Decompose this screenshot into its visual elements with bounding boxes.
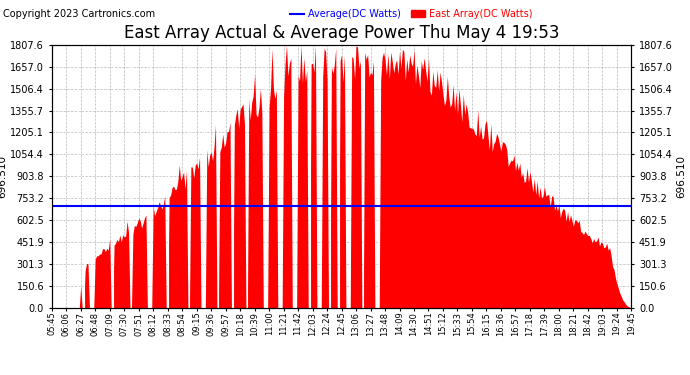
Y-axis label: 696.510: 696.510 — [676, 155, 686, 198]
Y-axis label: 696.510: 696.510 — [0, 155, 8, 198]
Text: Copyright 2023 Cartronics.com: Copyright 2023 Cartronics.com — [3, 9, 155, 20]
Title: East Array Actual & Average Power Thu May 4 19:53: East Array Actual & Average Power Thu Ma… — [124, 24, 560, 42]
Legend: Average(DC Watts), East Array(DC Watts): Average(DC Watts), East Array(DC Watts) — [286, 5, 537, 23]
